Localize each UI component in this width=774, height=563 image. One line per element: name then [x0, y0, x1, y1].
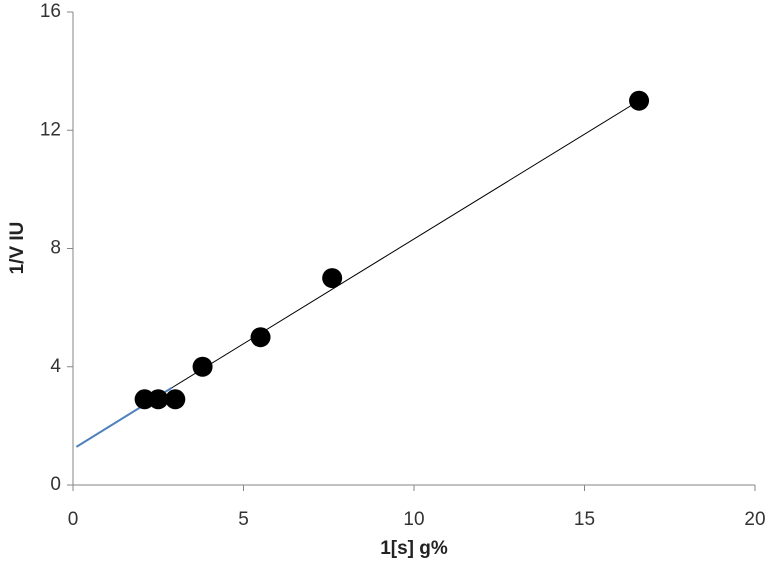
data-point — [192, 356, 213, 377]
x-tick-label: 15 — [574, 509, 595, 530]
x-tick-label: 0 — [68, 509, 79, 530]
data-point — [629, 90, 650, 111]
y-tick-label: 0 — [50, 474, 61, 495]
y-tick-label: 16 — [40, 1, 61, 22]
data-point — [165, 389, 186, 410]
y-tick-label: 8 — [50, 238, 61, 259]
y-tick-label: 4 — [50, 356, 61, 377]
data-point — [322, 268, 343, 289]
data-point — [250, 327, 271, 348]
y-axis-title: 1/V IU — [7, 222, 28, 275]
x-tick-label: 20 — [744, 509, 765, 530]
x-tick-label: 10 — [403, 509, 424, 530]
x-axis-title: 1[s] g% — [380, 538, 448, 559]
y-tick-label: 12 — [40, 119, 61, 140]
x-tick-label: 5 — [238, 509, 249, 530]
data-point — [148, 389, 169, 410]
trend-line — [171, 100, 640, 389]
